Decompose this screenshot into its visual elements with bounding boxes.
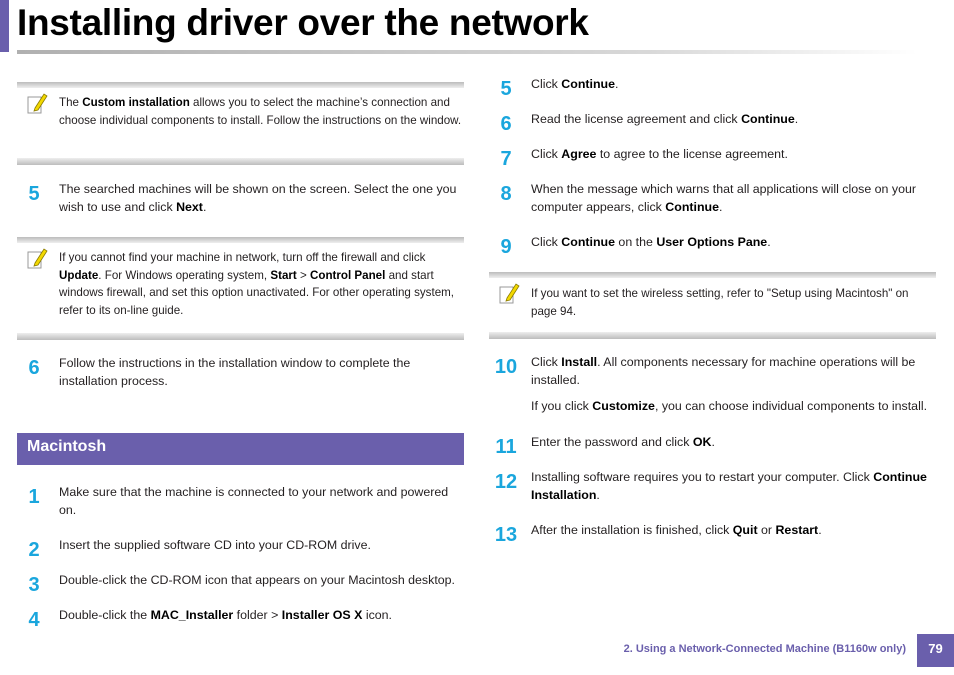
page-title: Installing driver over the network xyxy=(17,2,589,43)
step-text: Double-click the MAC_Installer folder > … xyxy=(59,608,392,622)
step-number: 5 xyxy=(500,78,512,100)
step-number: 1 xyxy=(28,486,40,508)
pencil-note-icon xyxy=(26,92,48,116)
note-bottom-border xyxy=(489,332,936,339)
step-text: Double-click the CD-ROM icon that appear… xyxy=(59,573,455,587)
step-text-extra: If you click Customize, you can choose i… xyxy=(531,399,928,413)
step-number: 11 xyxy=(495,436,517,458)
note-bottom-border xyxy=(17,333,464,340)
note-top-border xyxy=(17,237,464,243)
note-text: The Custom installation allows you to se… xyxy=(59,96,462,127)
step-number: 9 xyxy=(500,236,512,258)
step-text: Click Continue on the User Options Pane. xyxy=(531,235,771,249)
step-text: Make sure that the machine is connected … xyxy=(59,485,449,518)
step-number: 6 xyxy=(500,113,512,135)
step-text: Read the license agreement and click Con… xyxy=(531,112,799,126)
step-number: 10 xyxy=(494,356,518,378)
pencil-note-icon xyxy=(498,282,520,306)
step-number: 12 xyxy=(494,471,518,493)
step-text: Click Continue. xyxy=(531,77,619,91)
note-wireless-setting: If you want to set the wireless setting,… xyxy=(489,272,936,339)
step-number: 6 xyxy=(28,357,40,379)
step-text: Insert the supplied software CD into you… xyxy=(59,538,371,552)
note-firewall: If you cannot find your machine in netwo… xyxy=(17,237,464,340)
step-number: 4 xyxy=(28,609,40,631)
step-text: The searched machines will be shown on t… xyxy=(59,182,457,215)
note-custom-installation: The Custom installation allows you to se… xyxy=(17,82,464,165)
note-bottom-border xyxy=(17,158,464,165)
section-header-macintosh: Macintosh xyxy=(17,433,464,465)
note-top-border xyxy=(17,82,464,88)
title-divider xyxy=(17,50,917,54)
step-number: 13 xyxy=(494,524,518,546)
step-text: When the message which warns that all ap… xyxy=(531,182,916,215)
section-title: Macintosh xyxy=(27,438,107,455)
step-number: 8 xyxy=(500,183,512,205)
step-number: 5 xyxy=(28,183,40,205)
step-text: Installing software requires you to rest… xyxy=(531,470,927,503)
step-text: Enter the password and click OK. xyxy=(531,435,715,449)
step-number: 3 xyxy=(28,574,40,596)
note-top-border xyxy=(489,272,936,278)
step-number: 2 xyxy=(28,539,40,561)
note-text: If you cannot find your machine in netwo… xyxy=(59,251,455,317)
footer-chapter: 2. Using a Network-Connected Machine (B1… xyxy=(623,643,906,655)
pencil-note-icon xyxy=(26,247,48,271)
step-number: 7 xyxy=(500,148,512,170)
step-text: Click Install. All components necessary … xyxy=(531,355,916,388)
step-text: After the installation is finished, clic… xyxy=(531,523,822,537)
title-accent-bar xyxy=(0,0,9,52)
note-text: If you want to set the wireless setting,… xyxy=(531,287,909,318)
step-text: Follow the instructions in the installat… xyxy=(59,356,411,389)
step-text: Click Agree to agree to the license agre… xyxy=(531,147,788,161)
page-number: 79 xyxy=(917,634,954,667)
